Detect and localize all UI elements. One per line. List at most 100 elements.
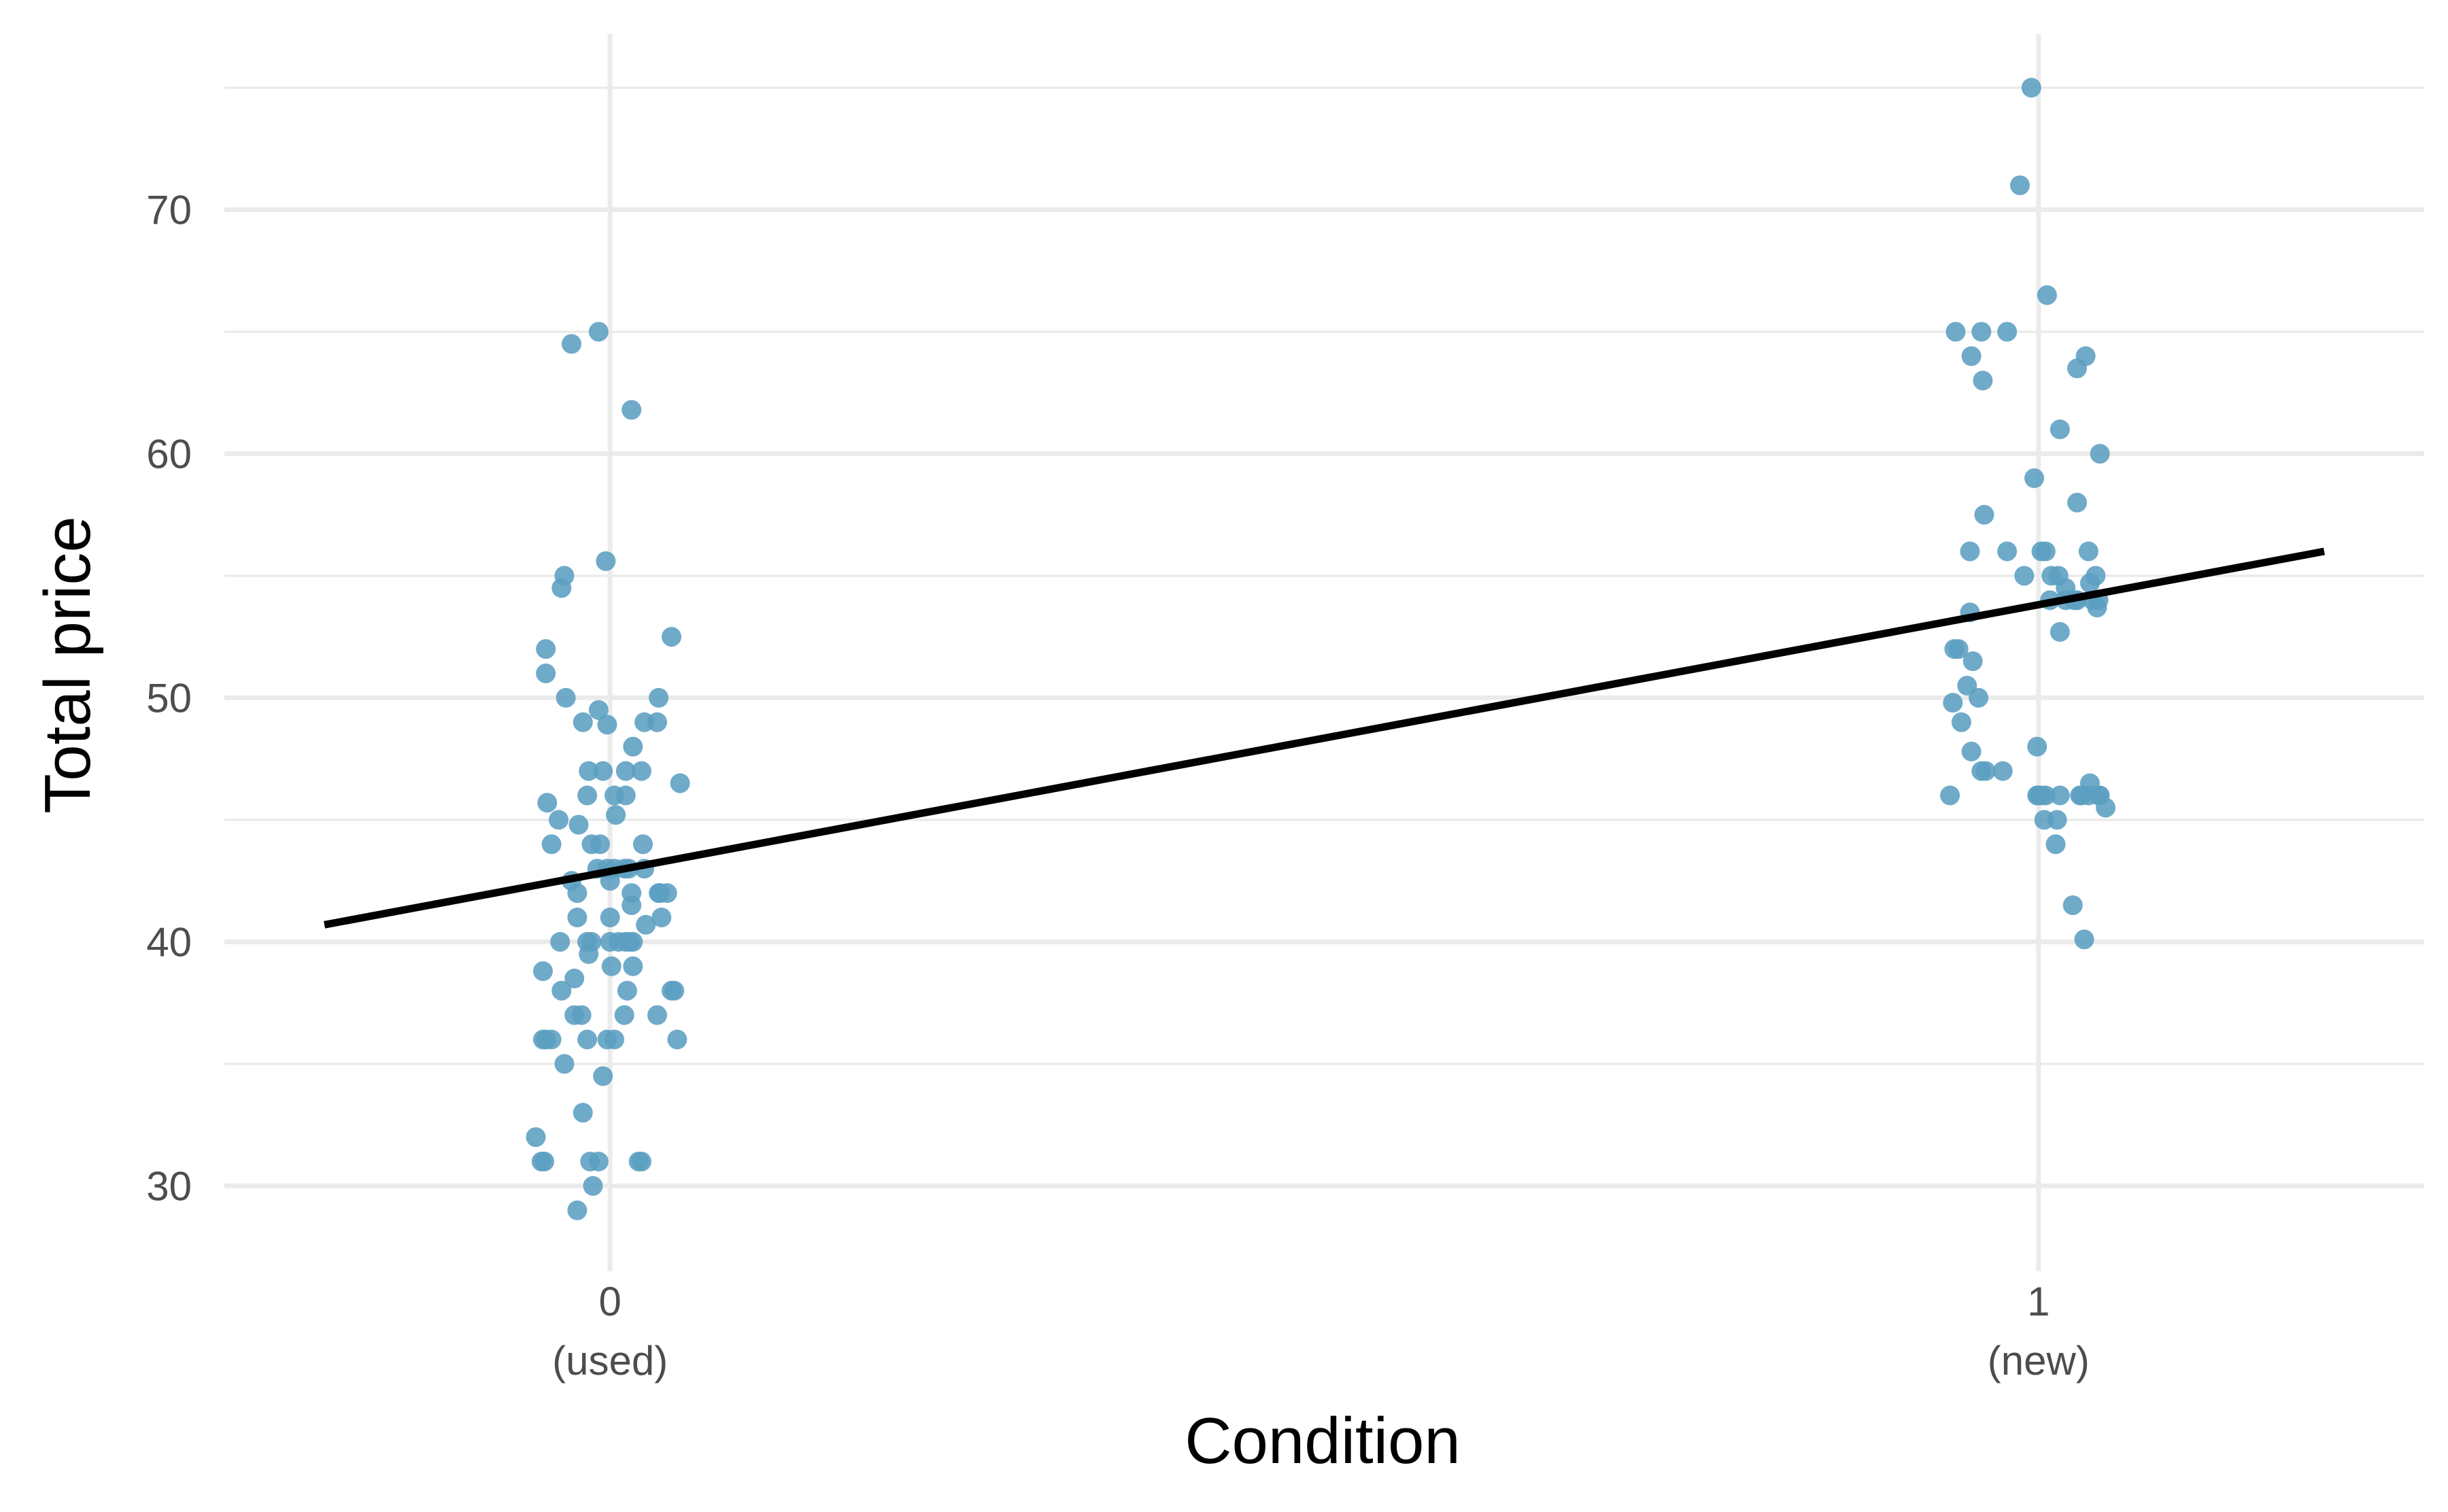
data-point — [1997, 541, 2018, 562]
data-point — [1992, 761, 2013, 781]
data-point — [2078, 785, 2098, 806]
data-point — [1974, 504, 1994, 525]
data-point — [536, 639, 556, 659]
data-point — [2037, 285, 2057, 305]
data-point — [2034, 810, 2054, 830]
data-point — [2078, 541, 2098, 562]
data-point — [2079, 573, 2100, 594]
data-point — [617, 980, 637, 1001]
data-point — [2090, 443, 2110, 464]
data-point — [622, 895, 642, 916]
data-point — [590, 834, 610, 855]
data-point — [2010, 175, 2030, 196]
data-point — [1971, 322, 1992, 342]
data-point — [1944, 639, 1965, 659]
data-point — [549, 810, 569, 830]
data-point — [564, 968, 585, 989]
data-point — [664, 980, 685, 1001]
data-point — [2096, 797, 2116, 818]
data-point — [632, 834, 653, 855]
data-point — [1960, 541, 1980, 562]
data-point — [601, 956, 622, 976]
data-point — [2050, 785, 2070, 806]
y-tick-label: 30 — [146, 1163, 192, 1209]
data-point — [554, 566, 575, 586]
x-tick-label: 1 — [2027, 1279, 2050, 1324]
data-point — [1961, 741, 1982, 761]
data-point — [561, 334, 581, 354]
data-point — [536, 664, 556, 684]
data-point — [537, 793, 558, 813]
data-point — [2075, 346, 2096, 366]
x-axis-title: Condition — [1185, 1405, 1461, 1477]
data-point — [2056, 578, 2076, 598]
data-point — [532, 961, 553, 981]
data-points — [526, 78, 2116, 1220]
data-point — [541, 1029, 562, 1050]
data-point — [647, 712, 667, 732]
data-point — [636, 914, 656, 935]
data-point — [550, 931, 571, 952]
data-point — [1962, 651, 1983, 672]
x-tick-sublabel: (used) — [552, 1338, 668, 1384]
y-axis-title: Total price — [31, 516, 104, 814]
data-point — [657, 883, 677, 904]
data-point — [2050, 419, 2070, 440]
regression-line — [324, 547, 2325, 929]
data-point — [551, 980, 572, 1001]
y-gridlines — [224, 86, 2424, 1188]
data-point — [597, 715, 617, 735]
data-point — [2045, 834, 2066, 855]
data-point — [567, 1200, 588, 1220]
data-point — [1940, 785, 1960, 806]
data-point — [609, 931, 629, 952]
data-point — [588, 322, 609, 342]
y-tick-labels: 30 40 50 60 70 — [146, 187, 192, 1209]
data-point — [615, 785, 636, 806]
y-tick-label: 60 — [146, 431, 192, 477]
data-point — [2014, 566, 2035, 586]
data-point — [596, 551, 616, 571]
data-point — [1961, 346, 1982, 366]
data-point — [579, 761, 599, 781]
data-point — [600, 907, 620, 927]
data-point — [614, 1005, 634, 1025]
data-point — [623, 736, 643, 757]
data-point — [571, 1005, 592, 1025]
data-point — [2050, 621, 2070, 642]
y-tick-label: 70 — [146, 187, 192, 233]
data-point — [628, 1151, 649, 1171]
data-point — [1943, 693, 1963, 713]
data-point — [2031, 785, 2052, 806]
data-point — [2031, 541, 2052, 562]
x-gridlines — [607, 34, 2041, 1271]
data-point — [623, 956, 643, 976]
data-point — [2027, 736, 2047, 757]
data-point — [622, 400, 642, 420]
x-tick-labels: 0 (used) 1 (new) — [552, 1279, 2090, 1384]
data-point — [1945, 322, 1966, 342]
data-point — [667, 1029, 687, 1050]
data-point — [631, 761, 651, 781]
data-point — [577, 785, 598, 806]
regression-line-group — [324, 547, 2325, 929]
data-point — [541, 834, 562, 855]
data-point — [568, 814, 589, 835]
data-point — [573, 712, 593, 732]
data-point — [573, 1103, 593, 1123]
data-point — [2024, 468, 2045, 488]
data-point — [1973, 371, 1993, 391]
data-point — [577, 1029, 598, 1050]
data-point — [583, 1175, 603, 1196]
data-point — [647, 1005, 667, 1025]
data-point — [662, 627, 682, 647]
data-point — [606, 805, 626, 825]
data-point — [1975, 761, 1996, 781]
data-point — [670, 773, 690, 793]
data-point — [556, 687, 576, 708]
data-point — [554, 1054, 575, 1074]
data-point — [1997, 322, 2018, 342]
data-point — [593, 761, 613, 781]
data-point — [567, 907, 588, 927]
